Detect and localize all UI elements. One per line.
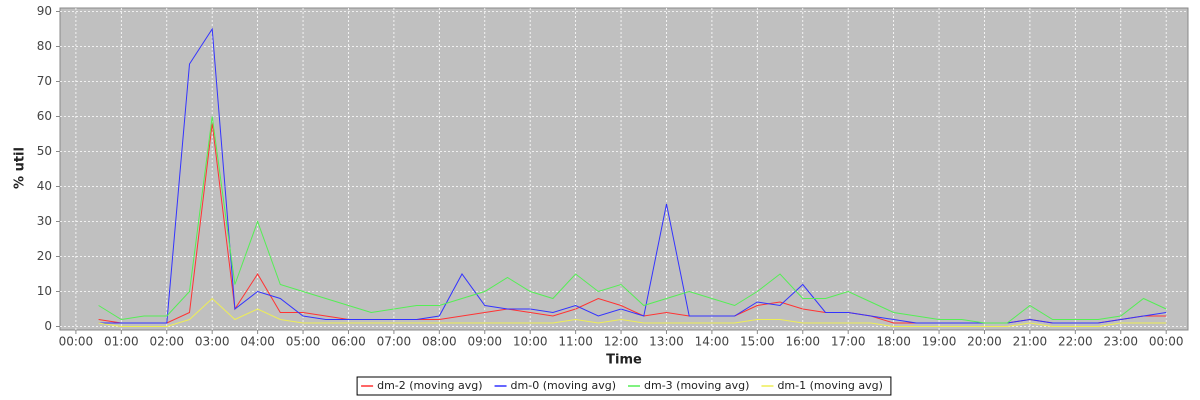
- x-tick-label: 20:00: [967, 335, 1002, 349]
- y-tick-label: 70: [37, 74, 52, 88]
- y-axis-title: % util: [13, 147, 28, 189]
- x-tick-label: 06:00: [331, 335, 366, 349]
- x-tick-label: 13:00: [649, 335, 684, 349]
- y-tick-label: 80: [37, 39, 52, 53]
- y-tick-label: 30: [37, 214, 52, 228]
- y-tick-label: 90: [37, 4, 52, 18]
- plot-area: [59, 7, 1189, 331]
- legend: dm-2 (moving avg) dm-0 (moving avg) dm-3 (…: [356, 376, 892, 396]
- legend-label: dm-3 (moving avg): [644, 379, 749, 392]
- x-tick-label: 00:00: [1149, 335, 1184, 349]
- x-tick-label: 14:00: [695, 335, 730, 349]
- x-tick-label: 22:00: [1058, 335, 1093, 349]
- y-tick-label: 40: [37, 179, 52, 193]
- x-tick-label: 11:00: [558, 335, 593, 349]
- y-tick-label: 50: [37, 144, 52, 158]
- x-tick-label: 12:00: [604, 335, 639, 349]
- x-tick-label: 00:00: [59, 335, 94, 349]
- x-tick-label: 21:00: [1013, 335, 1048, 349]
- series-line: [98, 297, 1167, 327]
- x-axis-title: Time: [606, 353, 642, 368]
- x-tick-label: 15:00: [740, 335, 775, 349]
- x-tick-label: 07:00: [377, 335, 412, 349]
- y-tick-label: 60: [37, 109, 52, 123]
- x-tick-label: 01:00: [104, 335, 139, 349]
- y-tick-label: 20: [37, 249, 52, 263]
- legend-label: dm-2 (moving avg): [377, 379, 482, 392]
- x-tick-label: 03:00: [195, 335, 230, 349]
- x-tick-label: 16:00: [785, 335, 820, 349]
- legend-label: dm-1 (moving avg): [777, 379, 882, 392]
- y-tick-label: 10: [37, 284, 52, 298]
- x-tick-label: 02:00: [149, 335, 184, 349]
- x-tick-label: 10:00: [513, 335, 548, 349]
- x-tick-label: 17:00: [831, 335, 866, 349]
- x-tick-label: 08:00: [422, 335, 457, 349]
- x-tick-label: 04:00: [240, 335, 275, 349]
- x-tick-label: 05:00: [286, 335, 321, 349]
- x-tick-label: 09:00: [467, 335, 502, 349]
- x-tick-label: 18:00: [876, 335, 911, 349]
- x-tick-label: 23:00: [1103, 335, 1138, 349]
- legend-label: dm-0 (moving avg): [511, 379, 616, 392]
- x-tick-label: 19:00: [922, 335, 957, 349]
- legend-box: [356, 376, 892, 396]
- y-tick-label: 0: [44, 319, 52, 333]
- series-line: [98, 116, 1167, 324]
